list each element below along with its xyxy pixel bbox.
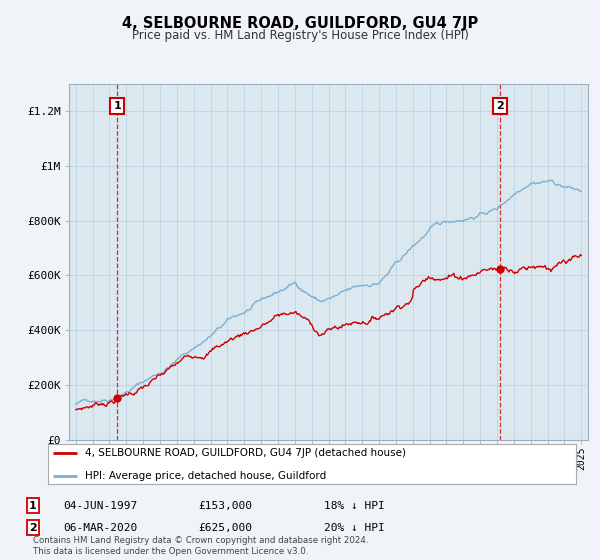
Text: £153,000: £153,000 [198, 501, 252, 511]
Text: Contains HM Land Registry data © Crown copyright and database right 2024.
This d: Contains HM Land Registry data © Crown c… [33, 536, 368, 556]
Text: 2: 2 [496, 101, 504, 111]
Text: 4, SELBOURNE ROAD, GUILDFORD, GU4 7JP: 4, SELBOURNE ROAD, GUILDFORD, GU4 7JP [122, 16, 478, 31]
Text: 18% ↓ HPI: 18% ↓ HPI [324, 501, 385, 511]
Text: 20% ↓ HPI: 20% ↓ HPI [324, 522, 385, 533]
Text: 1: 1 [29, 501, 37, 511]
Text: HPI: Average price, detached house, Guildford: HPI: Average price, detached house, Guil… [85, 470, 326, 480]
Text: 2: 2 [29, 522, 37, 533]
Text: 4, SELBOURNE ROAD, GUILDFORD, GU4 7JP (detached house): 4, SELBOURNE ROAD, GUILDFORD, GU4 7JP (d… [85, 448, 406, 458]
Text: 06-MAR-2020: 06-MAR-2020 [63, 522, 137, 533]
Text: 04-JUN-1997: 04-JUN-1997 [63, 501, 137, 511]
Text: 1: 1 [113, 101, 121, 111]
Text: £625,000: £625,000 [198, 522, 252, 533]
Text: Price paid vs. HM Land Registry's House Price Index (HPI): Price paid vs. HM Land Registry's House … [131, 29, 469, 42]
